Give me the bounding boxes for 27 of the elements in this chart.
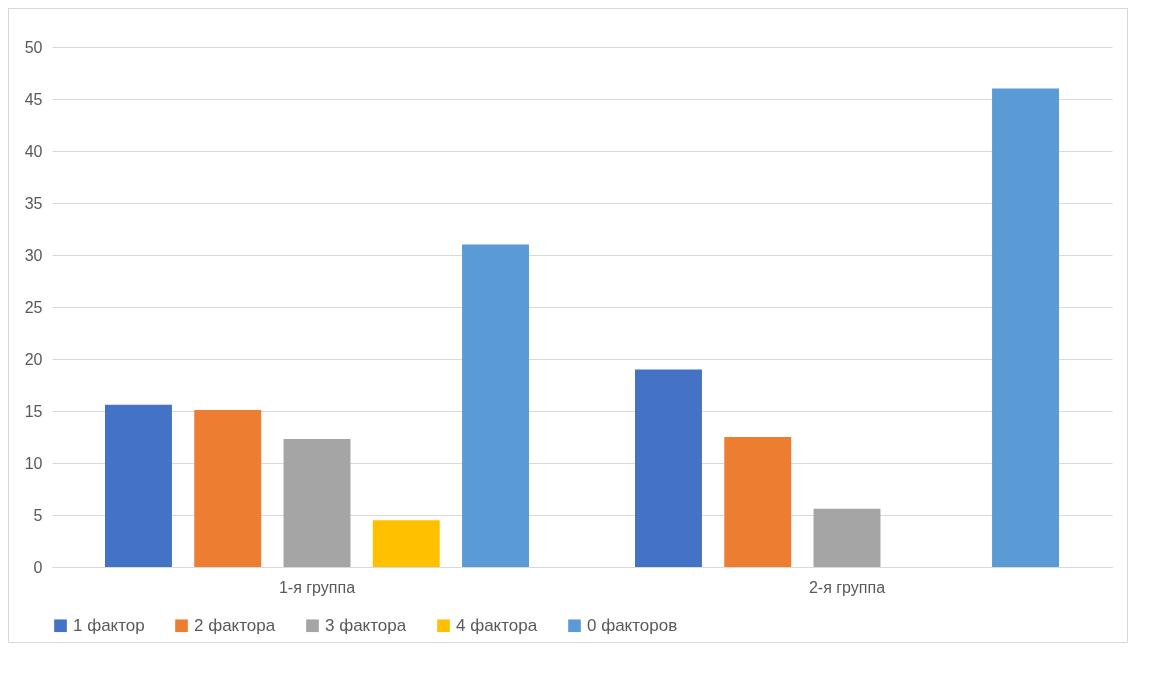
bar: [372, 520, 440, 567]
y-tick-label: 10: [24, 454, 43, 472]
bar: [813, 508, 881, 567]
y-tick-label: 30: [24, 246, 43, 264]
y-tick-label: 0: [33, 558, 43, 576]
legend-label: 0 факторов: [587, 615, 678, 635]
bar: [283, 439, 351, 567]
y-tick-label: 40: [24, 142, 43, 160]
bar: [105, 404, 172, 567]
legend-label: 4 фактора: [456, 615, 538, 635]
y-tick-label: 25: [24, 298, 43, 316]
legend-label: 1 фактор: [73, 615, 145, 635]
legend-label: 2 фактора: [194, 615, 276, 635]
y-tick-label: 50: [24, 38, 43, 56]
y-tick-label: 5: [33, 506, 43, 524]
bar: [992, 88, 1059, 567]
x-tick-label: 1-я группа: [278, 578, 356, 596]
y-tick-label: 20: [24, 350, 43, 368]
bar: [724, 437, 792, 567]
legend-label: 3 фактора: [325, 615, 407, 635]
bar: [462, 244, 529, 567]
x-tick-label: 2-я группа: [808, 578, 886, 596]
y-tick-label: 15: [24, 402, 43, 420]
bar: [635, 369, 702, 567]
y-tick-label: 45: [24, 90, 43, 108]
bar: [194, 409, 262, 567]
y-tick-label: 35: [24, 194, 43, 212]
